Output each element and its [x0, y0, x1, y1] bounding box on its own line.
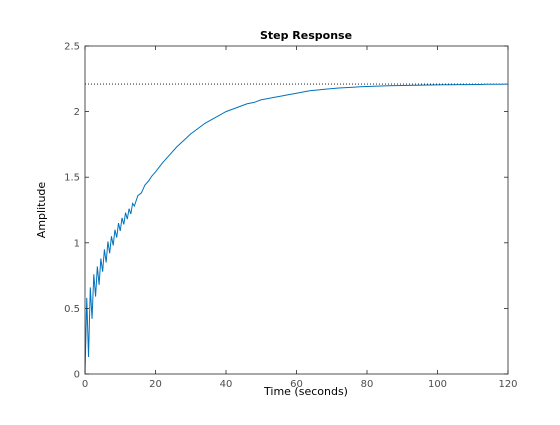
chart-title: Step Response	[260, 29, 352, 42]
x-axis-label: Time (seconds)	[263, 385, 348, 398]
x-tick-label: 120	[498, 379, 517, 390]
y-tick-label: 1	[74, 238, 80, 249]
y-tick-label: 1.5	[64, 173, 80, 184]
x-tick-label: 40	[220, 379, 233, 390]
y-axis-label: Amplitude	[35, 182, 48, 239]
x-tick-label: 100	[428, 379, 447, 390]
step-response-curve-0	[84, 83, 509, 375]
x-tick-label: 60	[290, 379, 303, 390]
y-tick-label: 2.5	[64, 42, 80, 53]
plot-area-frame	[84, 45, 509, 375]
y-tick-label: 2	[74, 107, 80, 118]
x-tick-label: 0	[82, 379, 88, 390]
x-tick-label: 80	[361, 379, 374, 390]
y-tick-label: 0.5	[64, 304, 80, 315]
y-tick-label: 0	[74, 370, 80, 381]
x-tick-label: 20	[149, 379, 162, 390]
